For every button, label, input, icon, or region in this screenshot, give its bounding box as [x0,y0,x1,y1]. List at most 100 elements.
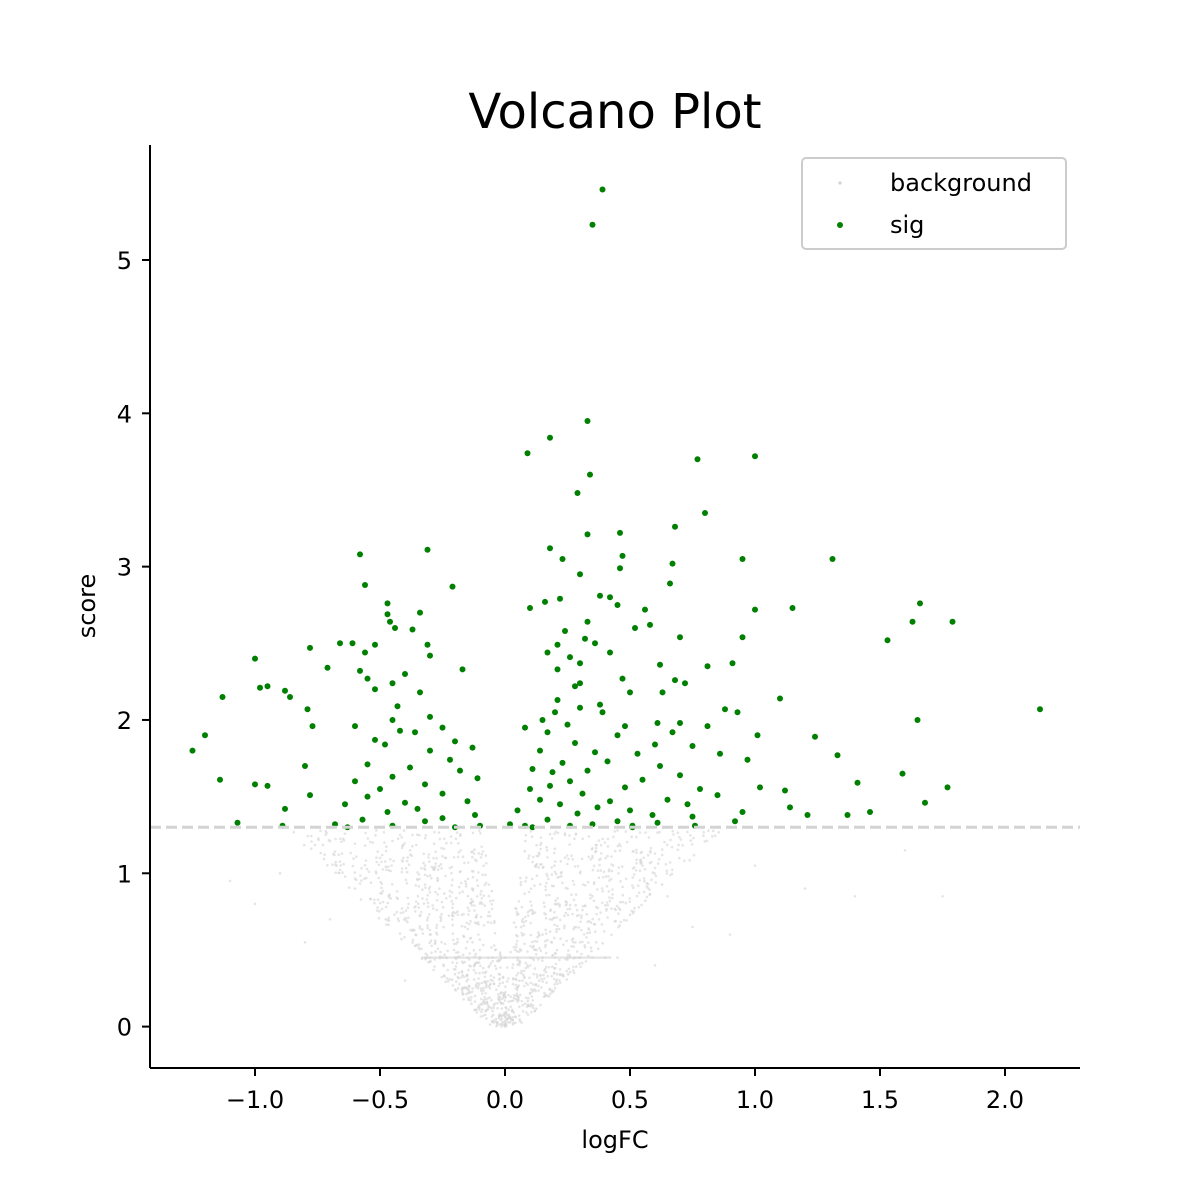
legend-box [801,157,1067,250]
background-point [686,830,689,834]
background-point [529,900,532,903]
background-point [518,1018,521,1021]
background-point [614,919,617,923]
background-point [513,956,517,959]
background-point [566,913,570,917]
background-point [705,839,709,843]
background-point [443,975,446,978]
background-point [427,853,431,856]
background-point [317,838,321,842]
background-point [411,938,415,942]
background-point [554,967,557,970]
background-point [516,988,519,992]
background-point [406,856,410,859]
background-point [497,972,501,976]
background-point [581,905,585,908]
sig-point [307,644,313,651]
background-point [601,890,604,893]
background-point [506,1014,509,1017]
background-point [367,870,371,874]
y-tick-label: 2 [117,707,132,735]
sig-point [734,709,741,716]
background-point [360,867,363,870]
background-point [554,952,557,955]
legend-marker-background [838,181,842,185]
background-point [339,864,342,867]
background-point [581,883,585,886]
background-point [440,975,444,979]
background-point [605,885,609,888]
sig-point [592,640,598,647]
background-point [525,1011,528,1014]
background-point [416,895,420,898]
background-point [417,873,421,876]
background-point [640,903,643,907]
sig-point [614,732,621,739]
background-point [473,994,477,998]
background-point [692,836,695,840]
background-point [407,902,410,906]
background-point [331,863,334,866]
background-point [580,952,583,956]
background-point [610,869,614,873]
background-point [528,956,531,959]
background-point [434,890,437,894]
background-point [418,925,422,928]
sig-point [522,724,528,731]
background-point [428,956,431,959]
background-point [602,930,606,933]
background-point [546,974,549,978]
background-point [466,940,469,944]
background-point [544,994,547,998]
sig-point [1037,706,1043,713]
sig-point [867,809,873,815]
background-point [428,928,432,932]
background-point [666,895,669,898]
background-point [506,966,509,969]
sig-point [584,618,591,625]
sig-point [424,546,431,553]
background-point [617,906,621,910]
background-point [421,956,424,959]
background-point [507,977,510,980]
background-point [642,877,646,880]
background-point [515,950,519,953]
sig-point [447,756,453,763]
background-point [639,860,642,864]
background-point [436,947,440,950]
background-point [600,923,604,926]
sig-point [732,818,738,825]
background-point [560,870,563,874]
background-point [530,940,534,944]
background-point [509,1005,512,1008]
background-point [374,834,377,837]
sig-point [287,694,293,700]
background-point [492,1006,496,1009]
background-point [669,838,672,842]
sig-point [554,666,561,673]
background-point [492,1003,496,1007]
sig-point [282,805,288,812]
background-point [501,976,505,980]
background-point [363,877,366,880]
background-point [380,886,383,890]
background-point [578,956,581,959]
x-axis-label: logFC [581,1126,648,1154]
background-point [450,899,454,903]
background-point [530,995,534,998]
sig-point [264,782,271,789]
background-point [455,896,458,900]
background-point [473,904,476,907]
background-point [484,873,487,877]
sig-point [789,605,796,611]
background-point [566,973,570,976]
background-point [380,860,383,864]
background-point [658,830,661,834]
sig-point [744,756,751,763]
background-point [515,907,518,911]
background-point [556,831,560,835]
background-point [524,996,528,1000]
sig-point [439,724,446,731]
background-point [445,956,448,959]
background-point [534,953,538,956]
